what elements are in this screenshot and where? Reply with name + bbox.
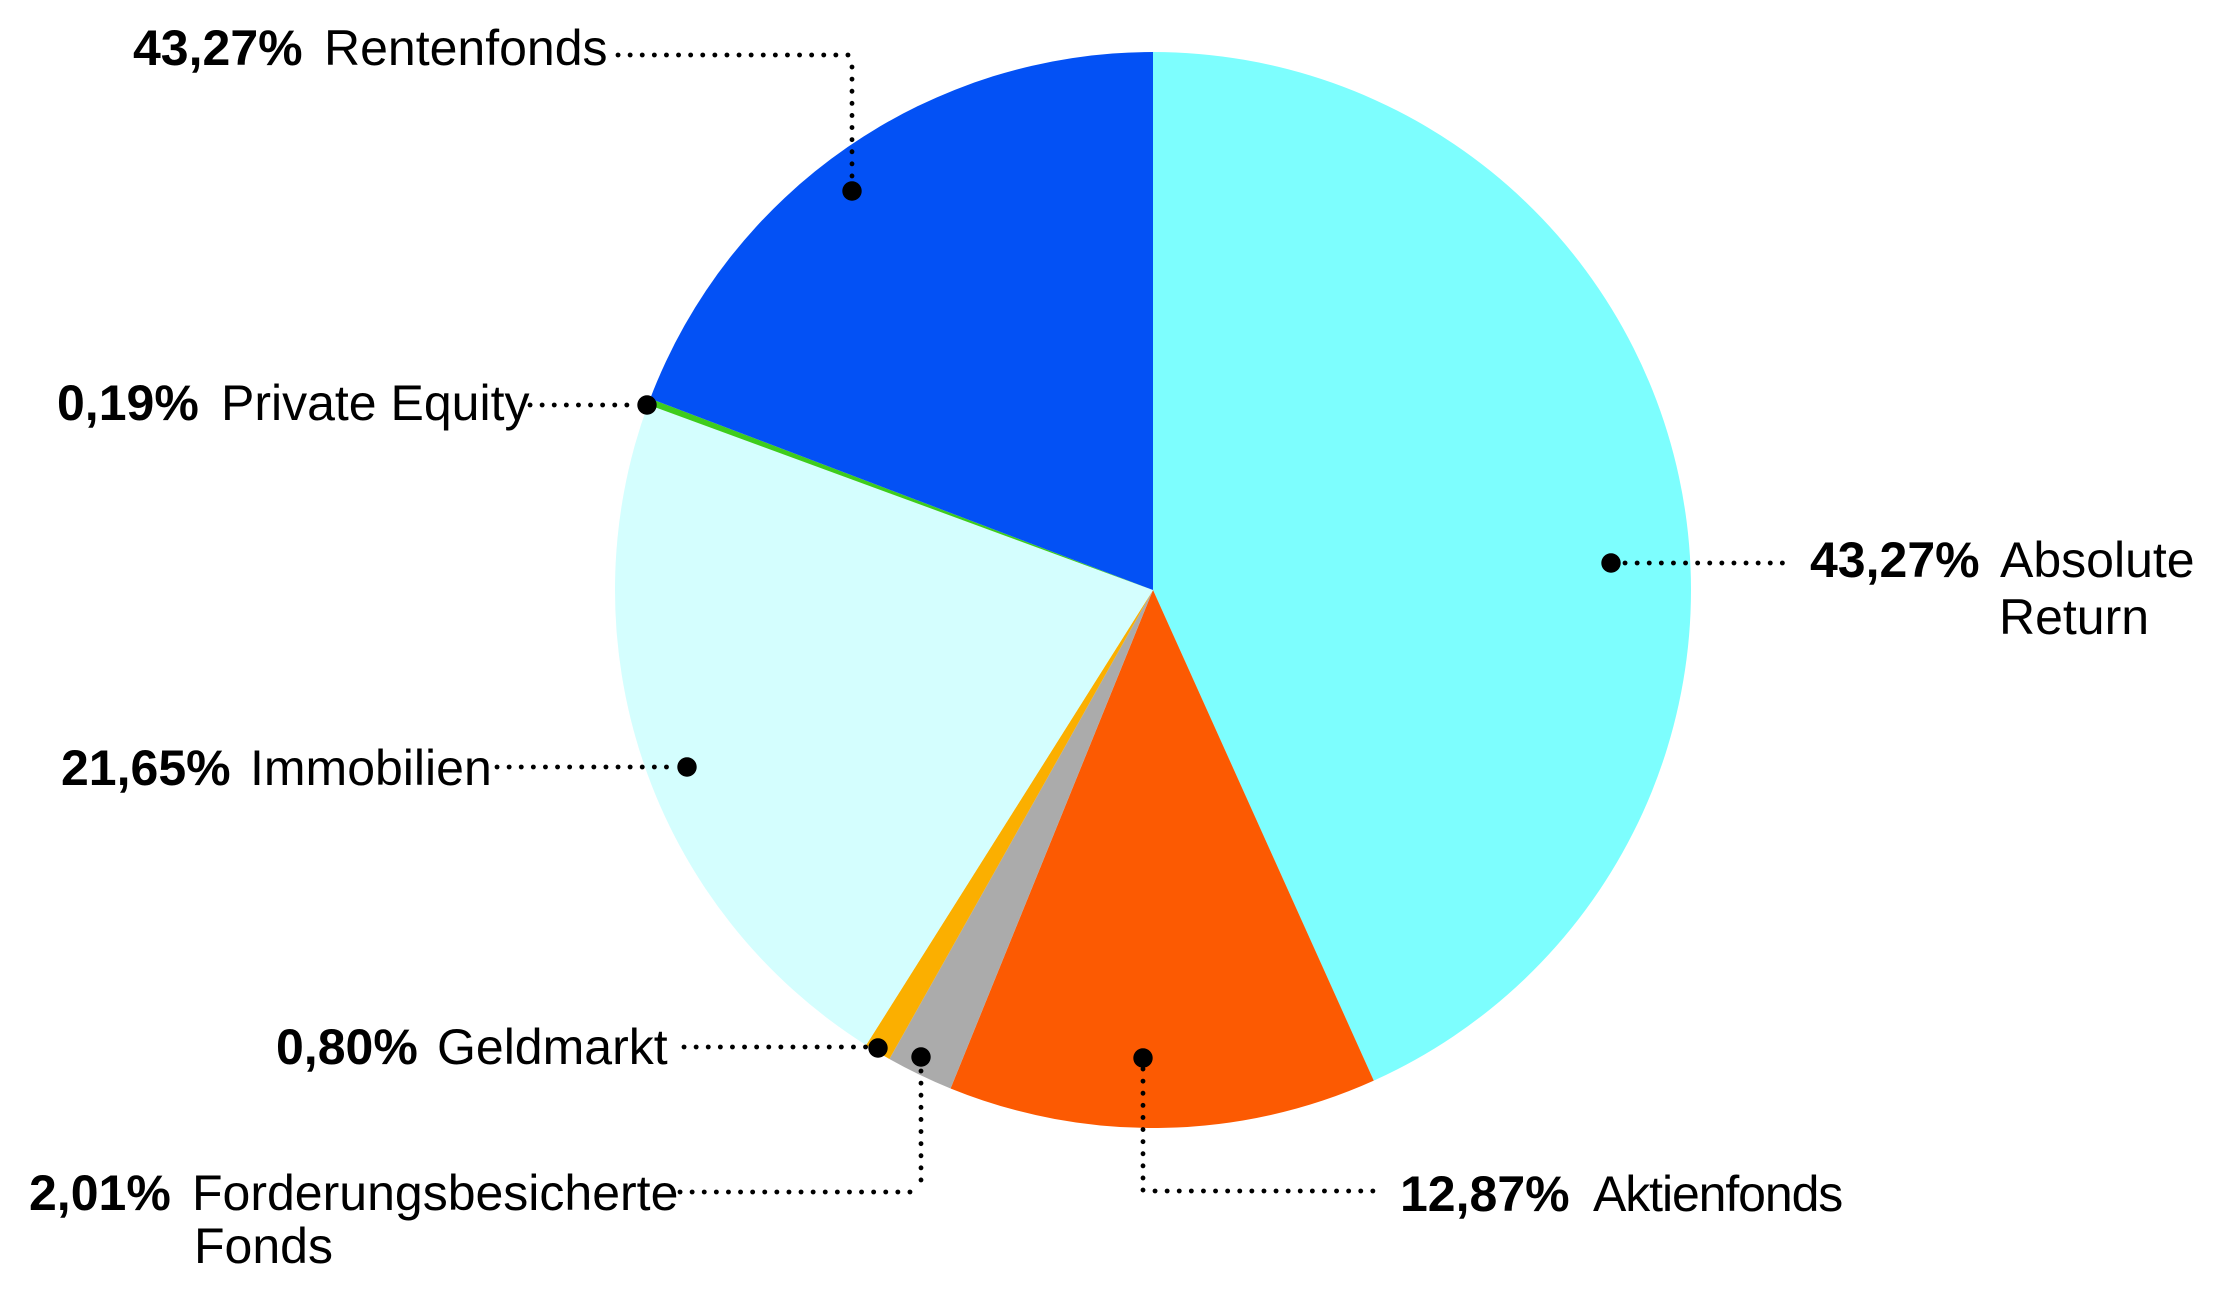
svg-text:Private Equity: Private Equity bbox=[221, 375, 529, 431]
svg-text:2,01%: 2,01% bbox=[29, 1165, 171, 1221]
svg-text:Forderungsbesicherte: Forderungsbesicherte bbox=[192, 1165, 678, 1221]
svg-text:Rentenfonds: Rentenfonds bbox=[324, 20, 608, 76]
svg-text:43,27%: 43,27% bbox=[133, 20, 303, 76]
svg-text:Return: Return bbox=[1999, 589, 2149, 645]
svg-text:Aktienfonds: Aktienfonds bbox=[1593, 1166, 1842, 1222]
svg-text:43,27%: 43,27% bbox=[1810, 532, 1980, 588]
svg-text:Fonds: Fonds bbox=[194, 1218, 333, 1274]
svg-text:12,87%: 12,87% bbox=[1400, 1166, 1570, 1222]
svg-text:21,65%: 21,65% bbox=[61, 740, 231, 796]
svg-text:Absolute: Absolute bbox=[2000, 532, 2195, 588]
svg-text:Geldmarkt: Geldmarkt bbox=[437, 1019, 668, 1075]
svg-text:Immobilien: Immobilien bbox=[250, 740, 492, 796]
svg-text:0,80%: 0,80% bbox=[276, 1019, 418, 1075]
svg-text:0,19%: 0,19% bbox=[57, 375, 199, 431]
